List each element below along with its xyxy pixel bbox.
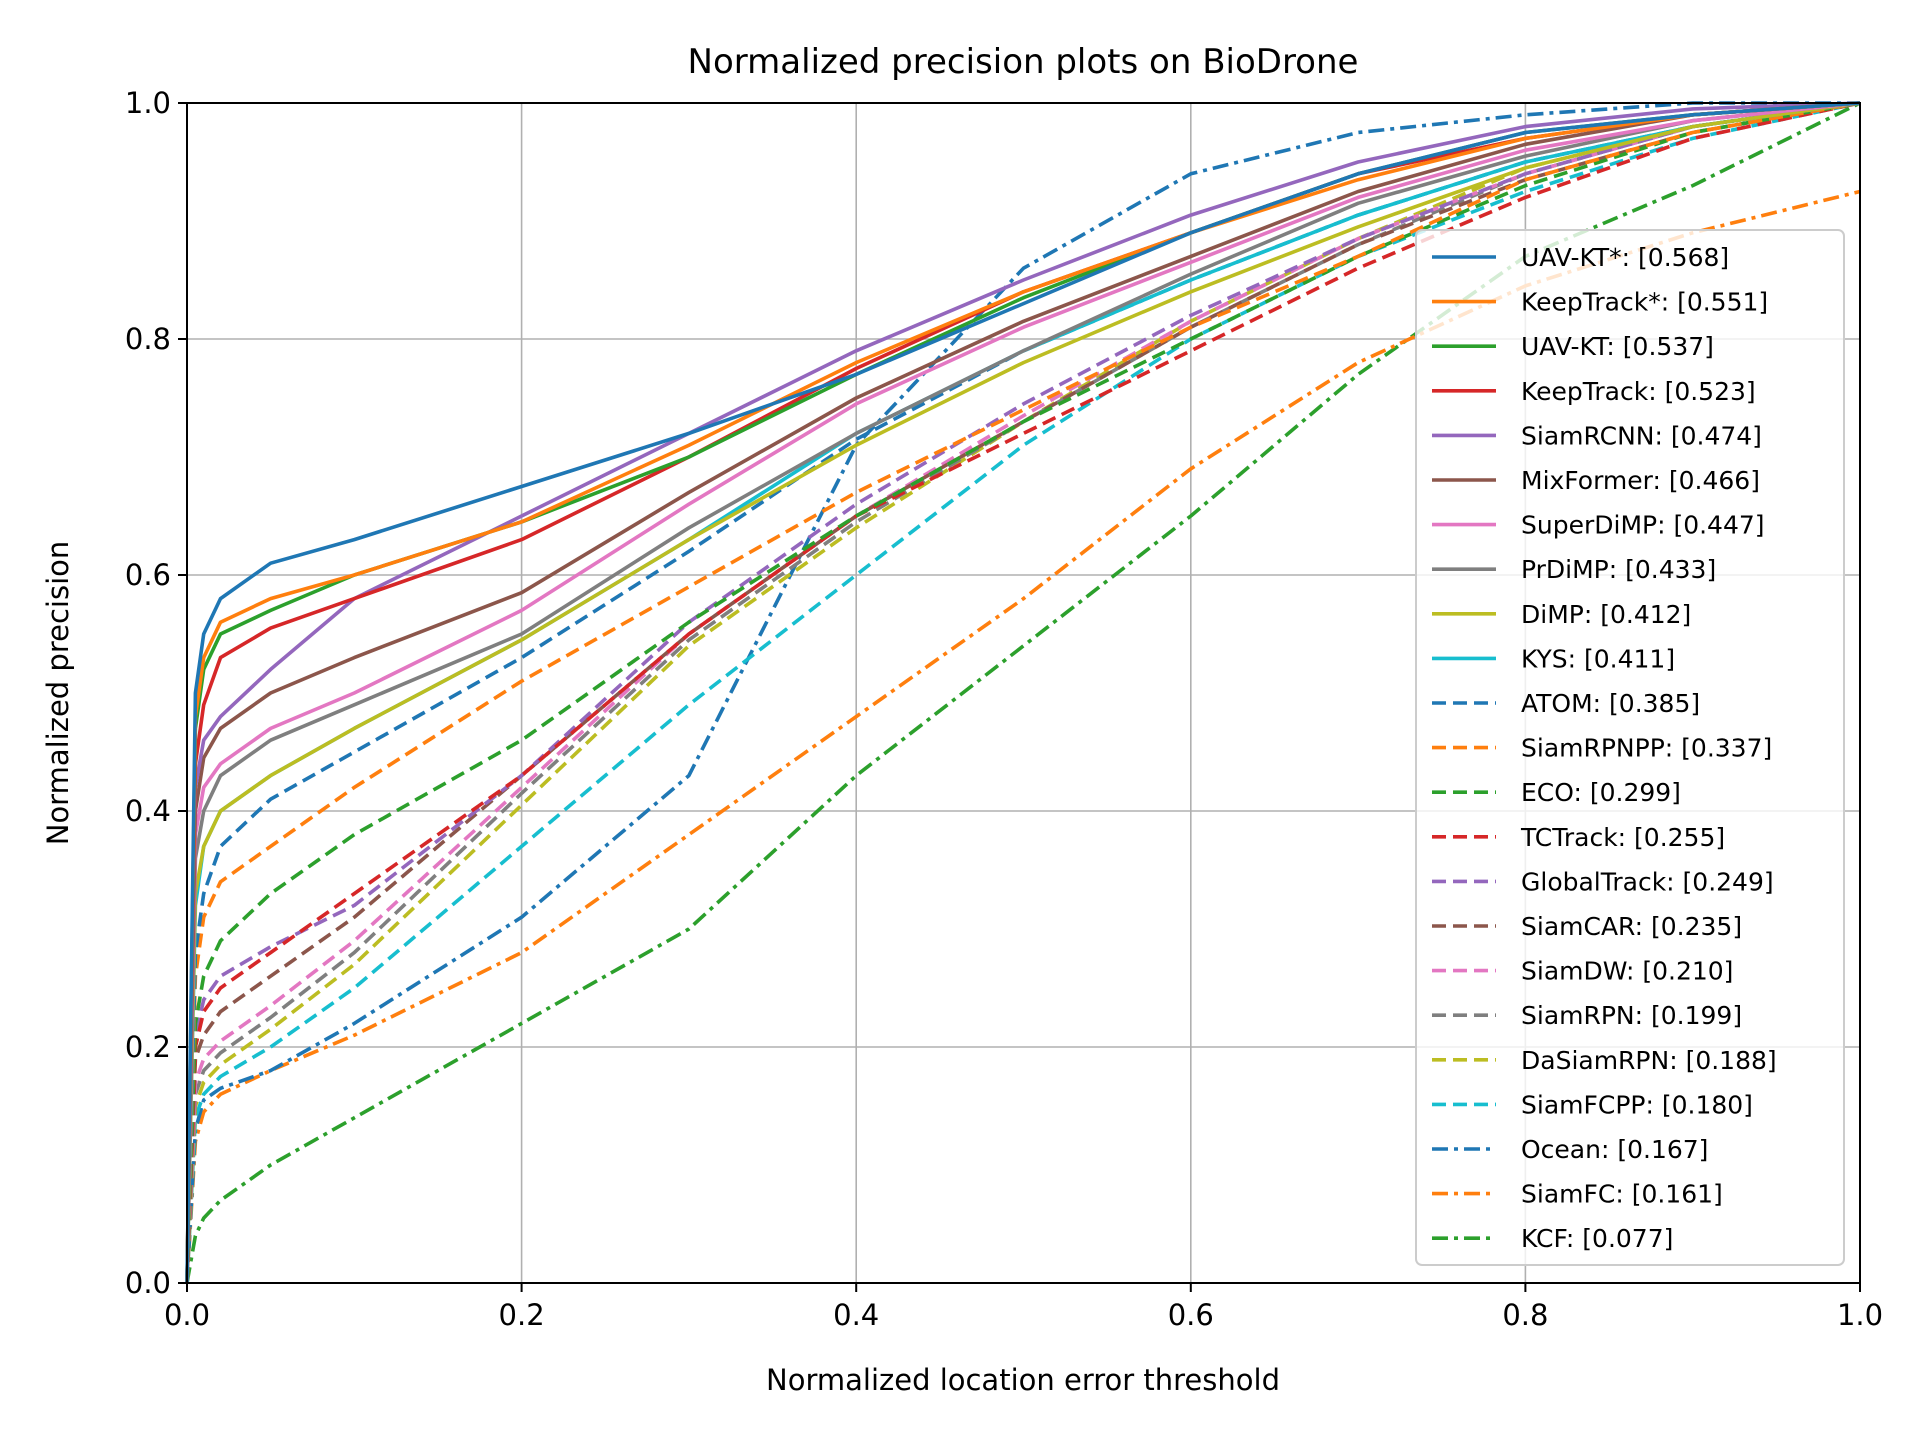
series-line-12 xyxy=(185,101,1861,1284)
legend-label: DiMP: [0.412] xyxy=(1521,600,1691,629)
legend-label: PrDiMP: [0.433] xyxy=(1521,555,1716,584)
series-line-20 xyxy=(185,101,1860,1284)
x-tick-label: 0.2 xyxy=(499,1298,545,1332)
legend-label: SiamDW: [0.210] xyxy=(1521,957,1733,986)
series-line-6 xyxy=(185,101,1861,1284)
series-line-5 xyxy=(185,101,1861,1284)
legend-label: UAV-KT: [0.537] xyxy=(1521,332,1714,361)
series-line-7 xyxy=(185,101,1861,1284)
legend-label: SuperDiMP: [0.447] xyxy=(1521,511,1765,540)
legend-label: KCF: [0.077] xyxy=(1521,1224,1673,1253)
legend-label: SiamFC: [0.161] xyxy=(1521,1180,1723,1209)
legend-label: SiamFCPP: [0.180] xyxy=(1521,1090,1753,1119)
x-tick-label: 0.6 xyxy=(1168,1298,1214,1332)
y-axis-label: Normalized precision xyxy=(41,541,75,846)
series-lines xyxy=(185,101,1861,1284)
legend-label: SiamCAR: [0.235] xyxy=(1521,912,1742,941)
y-tick-label: 0.6 xyxy=(125,558,171,592)
legend-label: ECO: [0.299] xyxy=(1521,778,1681,807)
y-tick-label: 1.0 xyxy=(125,86,171,120)
legend-label: KeepTrack: [0.523] xyxy=(1521,377,1756,406)
plot-frame xyxy=(186,102,1861,1284)
x-tick-label: 1.0 xyxy=(1837,1298,1883,1332)
legend-label: TCTrack: [0.255] xyxy=(1520,823,1725,852)
series-line-0 xyxy=(185,101,1861,1284)
x-tick-label: 0.4 xyxy=(833,1298,879,1332)
legend-label: DaSiamRPN: [0.188] xyxy=(1521,1046,1777,1075)
legend-label: SiamRPN: [0.199] xyxy=(1521,1001,1742,1030)
x-axis-label: Normalized location error threshold xyxy=(766,1363,1280,1397)
legend-label: MixFormer: [0.466] xyxy=(1521,466,1760,495)
legend: UAV-KT*: [0.568] KeepTrack*: [0.551] UAV-K… xyxy=(1415,229,1845,1266)
series-line-8 xyxy=(185,101,1861,1284)
series-line-15 xyxy=(185,101,1861,1284)
legend-label: UAV-KT*: [0.568] xyxy=(1521,243,1729,272)
x-axis-ticks: 0.0 0.2 0.4 0.6 0.8 1.0 xyxy=(164,1283,1883,1332)
legend-label: KYS: [0.411] xyxy=(1521,644,1675,673)
series-line-18 xyxy=(185,101,1861,1284)
series-line-19 xyxy=(185,101,1861,1284)
legend-label: Ocean: [0.167] xyxy=(1521,1135,1708,1164)
y-tick-label: 0.0 xyxy=(125,1266,171,1300)
y-tick-label: 0.8 xyxy=(125,322,171,356)
series-line-17 xyxy=(185,101,1861,1284)
series-line-10 xyxy=(185,101,1861,1284)
legend-label: ATOM: [0.385] xyxy=(1521,689,1700,718)
chart-title: Normalized precision plots on BioDrone xyxy=(688,42,1359,82)
legend-label: GlobalTrack: [0.249] xyxy=(1521,867,1774,896)
legend-label: KeepTrack*: [0.551] xyxy=(1521,288,1768,317)
y-tick-label: 0.2 xyxy=(125,1030,171,1064)
y-axis-ticks: 0.0 0.2 0.4 0.6 0.8 1.0 xyxy=(125,86,187,1300)
legend-box xyxy=(1415,229,1845,1266)
y-tick-label: 0.4 xyxy=(125,794,171,828)
legend-label: SiamRPNPP: [0.337] xyxy=(1521,734,1772,763)
series-line-13 xyxy=(185,101,1861,1284)
legend-label: SiamRCNN: [0.474] xyxy=(1521,421,1762,450)
x-tick-label: 0.8 xyxy=(1502,1298,1548,1332)
series-line-1 xyxy=(185,101,1861,1284)
x-tick-label: 0.0 xyxy=(164,1298,210,1332)
series-line-11 xyxy=(185,101,1861,1284)
